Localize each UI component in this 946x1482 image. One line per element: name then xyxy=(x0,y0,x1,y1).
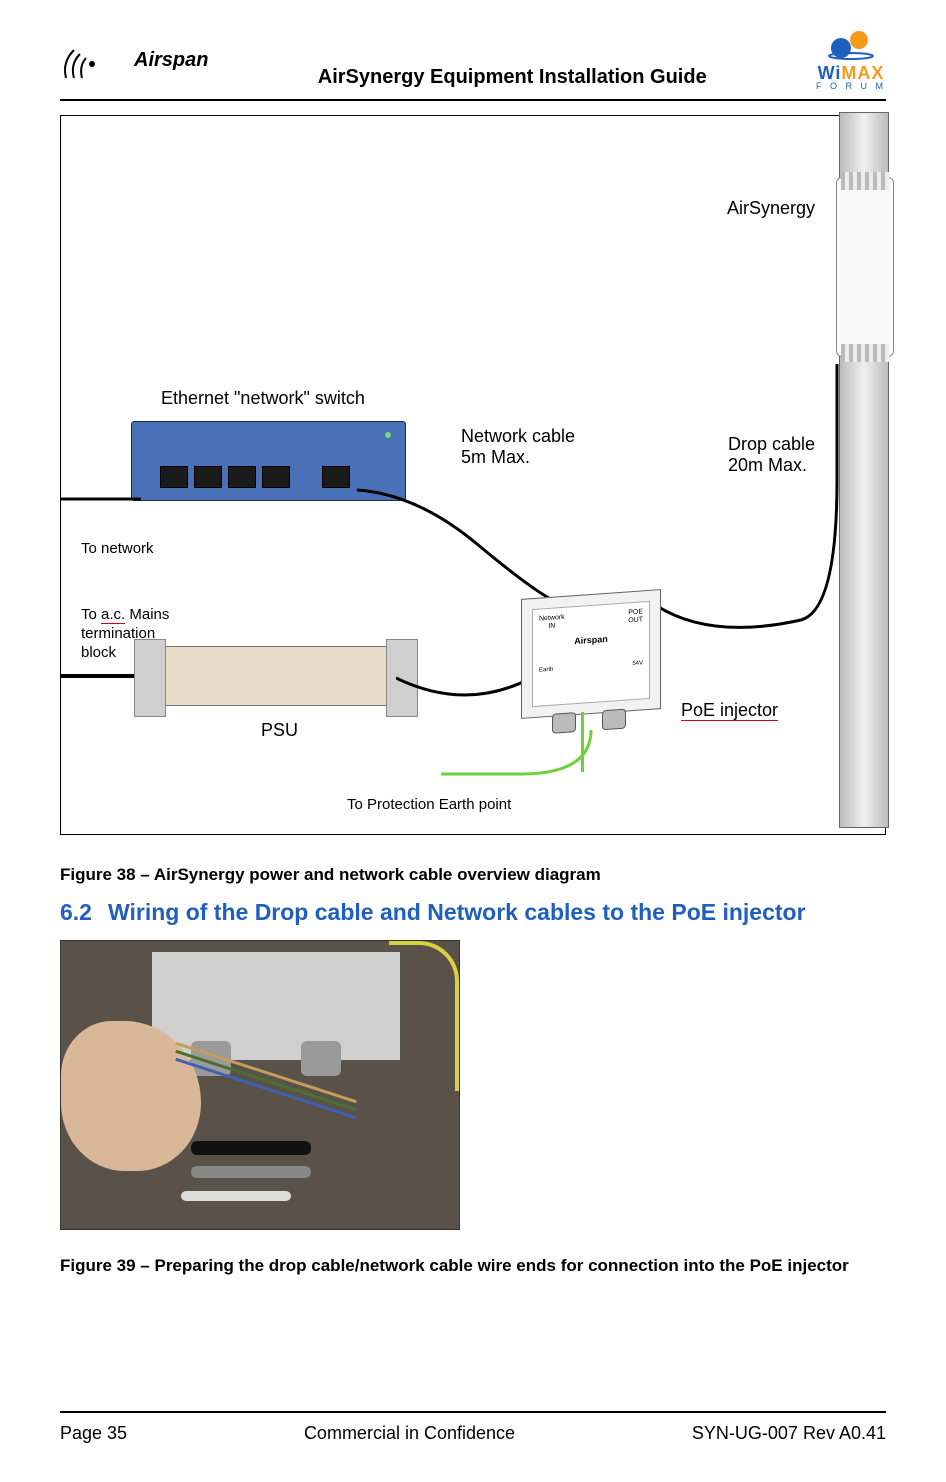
section-title: Wiring of the Drop cable and Network cab… xyxy=(108,899,806,925)
figure-38-caption: Figure 38 – AirSynergy power and network… xyxy=(60,865,886,885)
figure-38-diagram: AirSynergy Ethernet "network" switch Net… xyxy=(60,115,886,835)
to-earth-label: To Protection Earth point xyxy=(347,796,511,813)
page-footer: Page 35 Commercial in Confidence SYN-UG-… xyxy=(60,1411,886,1444)
figure-39-caption: Figure 39 – Preparing the drop cable/net… xyxy=(60,1256,880,1276)
to-network-cable xyxy=(61,494,141,504)
drop-cable-path xyxy=(651,360,851,650)
earth-cable xyxy=(441,730,601,790)
wimax-text-2: MAX xyxy=(841,63,884,83)
airspan-logo-text: Airspan xyxy=(134,49,208,72)
poe-injector-label: PoE injector xyxy=(681,700,778,721)
airspan-logo-icon xyxy=(60,38,130,84)
footer-center: Commercial in Confidence xyxy=(304,1423,515,1444)
footer-rule xyxy=(60,1411,886,1413)
ethernet-switch-label: Ethernet "network" switch xyxy=(161,388,365,409)
psu-to-poe-cable xyxy=(396,672,536,712)
psu-label: PSU xyxy=(261,720,298,741)
network-cable-label: Network cable 5m Max. xyxy=(461,426,575,468)
poe-injector-box: NetworkIN POEOUT Airspan Earth 54V xyxy=(521,589,661,719)
section-6-2-heading: 6.2 Wiring of the Drop cable and Network … xyxy=(60,899,886,926)
footer-page: Page 35 xyxy=(60,1423,127,1444)
airsynergy-label: AirSynergy xyxy=(727,198,815,219)
wimax-forum-text: F O R U M xyxy=(816,82,886,91)
psu-block xyxy=(151,646,401,706)
doc-title: AirSynergy Equipment Installation Guide xyxy=(208,66,816,89)
wimax-text-1: Wi xyxy=(818,63,842,83)
airsynergy-unit xyxy=(836,177,894,357)
footer-rev: SYN-UG-007 Rev A0.41 xyxy=(692,1423,886,1444)
network-cable-l1: Network cable xyxy=(461,426,575,446)
wimax-logo-icon xyxy=(821,30,881,60)
mains-cable xyxy=(61,671,141,681)
header-rule xyxy=(60,99,886,101)
page-header: Airspan AirSynergy Equipment Installatio… xyxy=(60,30,886,91)
airspan-logo: Airspan xyxy=(60,38,208,84)
wimax-logo: WiMAX F O R U M xyxy=(816,30,886,91)
figure-39-photo xyxy=(60,940,460,1230)
poe-face: NetworkIN POEOUT Airspan Earth 54V xyxy=(532,601,650,707)
to-network-label: To network xyxy=(81,540,154,557)
section-number: 6.2 xyxy=(60,899,92,925)
network-cable-l2: 5m Max. xyxy=(461,447,530,467)
